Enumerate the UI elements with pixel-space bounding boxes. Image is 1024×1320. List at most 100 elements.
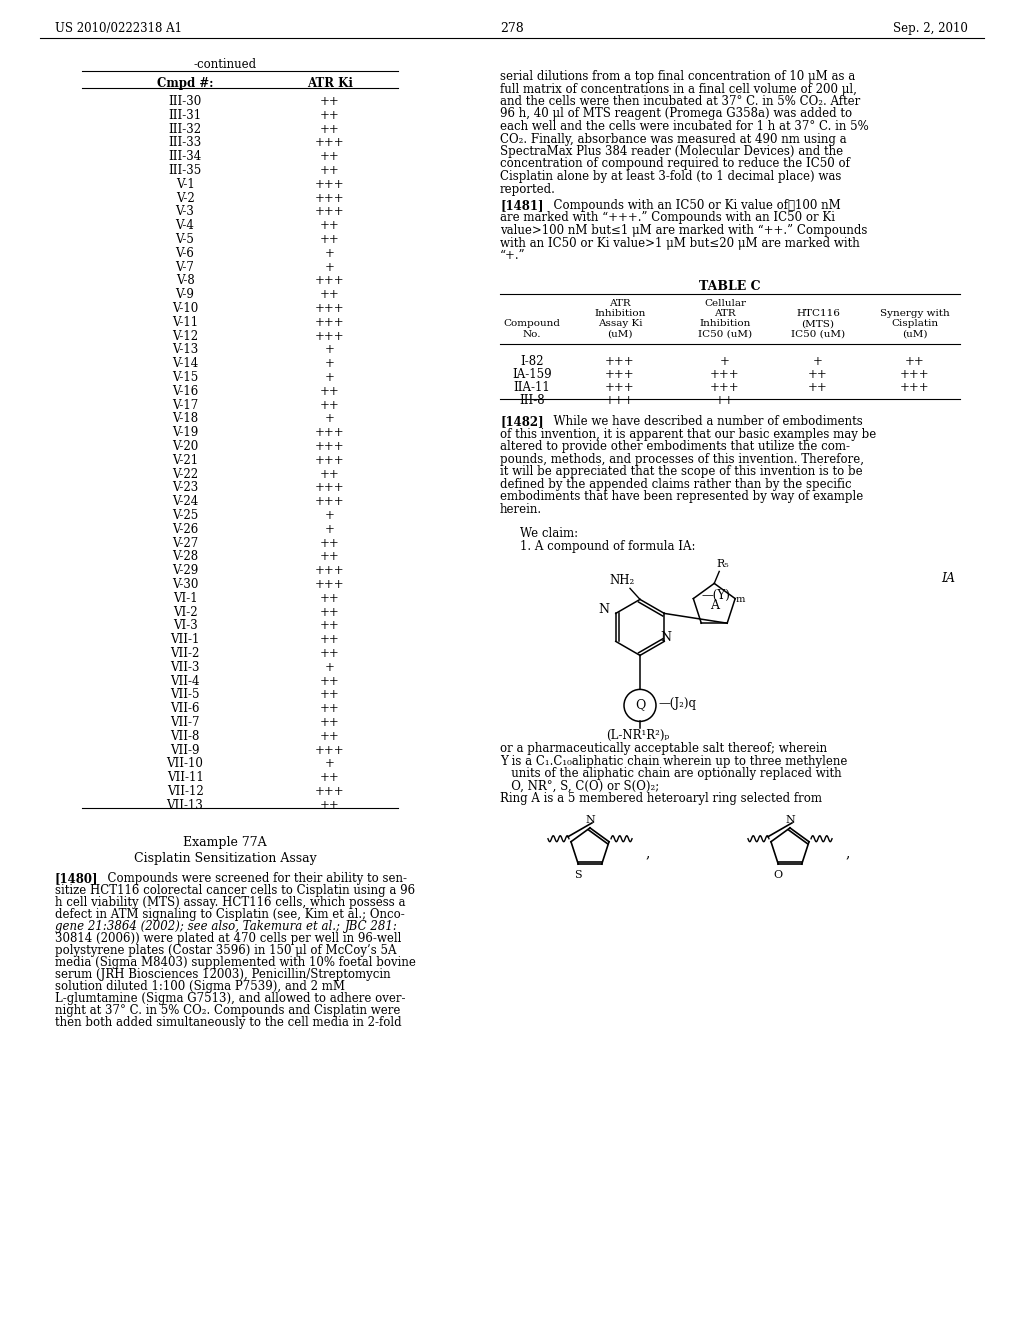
Text: N: N bbox=[598, 603, 609, 616]
Text: (L-NR¹R²)ₚ: (L-NR¹R²)ₚ bbox=[606, 730, 670, 742]
Text: +++: +++ bbox=[315, 440, 345, 453]
Text: V-21: V-21 bbox=[172, 454, 198, 467]
Text: (MTS): (MTS) bbox=[802, 319, 835, 329]
Text: ATR: ATR bbox=[714, 309, 736, 318]
Text: V-8: V-8 bbox=[176, 275, 195, 288]
Text: V-4: V-4 bbox=[175, 219, 195, 232]
Text: Cisplatin: Cisplatin bbox=[892, 319, 939, 329]
Text: V-30: V-30 bbox=[172, 578, 199, 591]
Text: ++: ++ bbox=[715, 393, 735, 407]
Text: V-10: V-10 bbox=[172, 302, 198, 315]
Text: +++: +++ bbox=[711, 380, 739, 393]
Text: O: O bbox=[774, 870, 782, 880]
Text: V-9: V-9 bbox=[175, 288, 195, 301]
Text: V-5: V-5 bbox=[175, 234, 195, 246]
Text: ++: ++ bbox=[321, 606, 340, 619]
Text: +++: +++ bbox=[711, 367, 739, 380]
Text: I-82: I-82 bbox=[520, 355, 544, 367]
Text: ++: ++ bbox=[321, 619, 340, 632]
Text: +++: +++ bbox=[315, 482, 345, 495]
Text: and the cells were then incubated at 37° C. in 5% CO₂. After: and the cells were then incubated at 37°… bbox=[500, 95, 860, 108]
Text: ++: ++ bbox=[321, 647, 340, 660]
Text: media (Sigma M8403) supplemented with 10% foetal bovine: media (Sigma M8403) supplemented with 10… bbox=[55, 956, 416, 969]
Text: V-24: V-24 bbox=[172, 495, 198, 508]
Text: ++: ++ bbox=[321, 164, 340, 177]
Text: V-7: V-7 bbox=[175, 260, 195, 273]
Text: Sep. 2, 2010: Sep. 2, 2010 bbox=[893, 22, 968, 36]
Text: V-12: V-12 bbox=[172, 330, 198, 343]
Text: JBC 281:: JBC 281: bbox=[345, 920, 398, 933]
Text: N: N bbox=[585, 814, 595, 825]
Text: units of the aliphatic chain are optionally replaced with: units of the aliphatic chain are optiona… bbox=[500, 767, 842, 780]
Text: V-15: V-15 bbox=[172, 371, 198, 384]
Text: VI-2: VI-2 bbox=[173, 606, 198, 619]
Text: IA-159: IA-159 bbox=[512, 367, 552, 380]
Text: +++: +++ bbox=[315, 785, 345, 799]
Text: V-20: V-20 bbox=[172, 440, 198, 453]
Text: altered to provide other embodiments that utilize the com-: altered to provide other embodiments tha… bbox=[500, 441, 850, 453]
Text: ++: ++ bbox=[321, 467, 340, 480]
Text: Cisplatin Sensitization Assay: Cisplatin Sensitization Assay bbox=[133, 851, 316, 865]
Text: 96 h, 40 μl of MTS reagent (Promega G358a) was added to: 96 h, 40 μl of MTS reagent (Promega G358… bbox=[500, 107, 852, 120]
Text: +++: +++ bbox=[315, 578, 345, 591]
Text: V-1: V-1 bbox=[176, 178, 195, 191]
Text: Ring A is a 5 membered heteroaryl ring selected from: Ring A is a 5 membered heteroaryl ring s… bbox=[500, 792, 822, 805]
Text: it will be appreciated that the scope of this invention is to be: it will be appreciated that the scope of… bbox=[500, 466, 862, 478]
Text: +++: +++ bbox=[315, 495, 345, 508]
Text: O, NR°, S, C(O) or S(O)₂;: O, NR°, S, C(O) or S(O)₂; bbox=[500, 780, 659, 793]
Text: III-34: III-34 bbox=[168, 150, 202, 164]
Text: +++: +++ bbox=[900, 380, 930, 393]
Text: IC50 (uM): IC50 (uM) bbox=[698, 330, 752, 339]
Text: ++: ++ bbox=[321, 537, 340, 549]
Text: +: + bbox=[325, 358, 335, 370]
Text: V-22: V-22 bbox=[172, 467, 198, 480]
Text: VII-4: VII-4 bbox=[170, 675, 200, 688]
Text: +++: +++ bbox=[315, 191, 345, 205]
Text: VII-9: VII-9 bbox=[170, 743, 200, 756]
Text: ++: ++ bbox=[321, 219, 340, 232]
Text: pounds, methods, and processes of this invention. Therefore,: pounds, methods, and processes of this i… bbox=[500, 453, 864, 466]
Text: Q: Q bbox=[635, 698, 645, 711]
Text: ++: ++ bbox=[321, 702, 340, 715]
Text: Cmpd #:: Cmpd #: bbox=[157, 77, 213, 90]
Text: VII-11: VII-11 bbox=[167, 771, 204, 784]
Text: serial dilutions from a top final concentration of 10 μM as a: serial dilutions from a top final concen… bbox=[500, 70, 855, 83]
Text: VII-8: VII-8 bbox=[170, 730, 200, 743]
Text: then both added simultaneously to the cell media in 2-fold: then both added simultaneously to the ce… bbox=[55, 1016, 401, 1028]
Text: V-28: V-28 bbox=[172, 550, 198, 564]
Text: We claim:: We claim: bbox=[520, 528, 579, 540]
Text: h cell viability (MTS) assay. HCT116 cells, which possess a: h cell viability (MTS) assay. HCT116 cel… bbox=[55, 896, 406, 908]
Text: ++: ++ bbox=[321, 689, 340, 701]
Text: VI-3: VI-3 bbox=[173, 619, 198, 632]
Text: VII-2: VII-2 bbox=[170, 647, 200, 660]
Text: ++: ++ bbox=[321, 399, 340, 412]
Text: full matrix of concentrations in a final cell volume of 200 μl,: full matrix of concentrations in a final… bbox=[500, 82, 857, 95]
Text: S: S bbox=[574, 870, 582, 880]
Text: V-18: V-18 bbox=[172, 412, 198, 425]
Text: ++: ++ bbox=[321, 123, 340, 136]
Text: Y is a C₁.C₁₀aliphatic chain wherein up to three methylene: Y is a C₁.C₁₀aliphatic chain wherein up … bbox=[500, 755, 848, 768]
Text: serum (JRH Biosciences 12003), Penicillin/Streptomycin: serum (JRH Biosciences 12003), Penicilli… bbox=[55, 968, 390, 981]
Text: Assay Ki: Assay Ki bbox=[598, 319, 642, 329]
Text: Compounds were screened for their ability to sen-: Compounds were screened for their abilit… bbox=[100, 871, 407, 884]
Text: V-14: V-14 bbox=[172, 358, 198, 370]
Text: +++: +++ bbox=[605, 380, 635, 393]
Text: concentration of compound required to reduce the IC50 of: concentration of compound required to re… bbox=[500, 157, 850, 170]
Text: [1481]: [1481] bbox=[500, 199, 544, 213]
Text: embodiments that have been represented by way of example: embodiments that have been represented b… bbox=[500, 491, 863, 503]
Text: V-26: V-26 bbox=[172, 523, 198, 536]
Text: ++: ++ bbox=[321, 634, 340, 647]
Text: +++: +++ bbox=[605, 355, 635, 367]
Text: value>100 nM but≤1 μM are marked with “++.” Compounds: value>100 nM but≤1 μM are marked with “+… bbox=[500, 224, 867, 238]
Text: sitize HCT116 colorectal cancer cells to Cisplatin using a 96: sitize HCT116 colorectal cancer cells to… bbox=[55, 884, 415, 896]
Text: +++: +++ bbox=[315, 564, 345, 577]
Text: VII-5: VII-5 bbox=[170, 689, 200, 701]
Text: -continued: -continued bbox=[194, 58, 257, 71]
Text: +: + bbox=[813, 355, 823, 367]
Text: Inhibition: Inhibition bbox=[594, 309, 646, 318]
Text: +: + bbox=[720, 355, 730, 367]
Text: —(Y): —(Y) bbox=[701, 589, 730, 602]
Text: +++: +++ bbox=[315, 426, 345, 440]
Text: +++: +++ bbox=[315, 743, 345, 756]
Text: VII-3: VII-3 bbox=[170, 661, 200, 673]
